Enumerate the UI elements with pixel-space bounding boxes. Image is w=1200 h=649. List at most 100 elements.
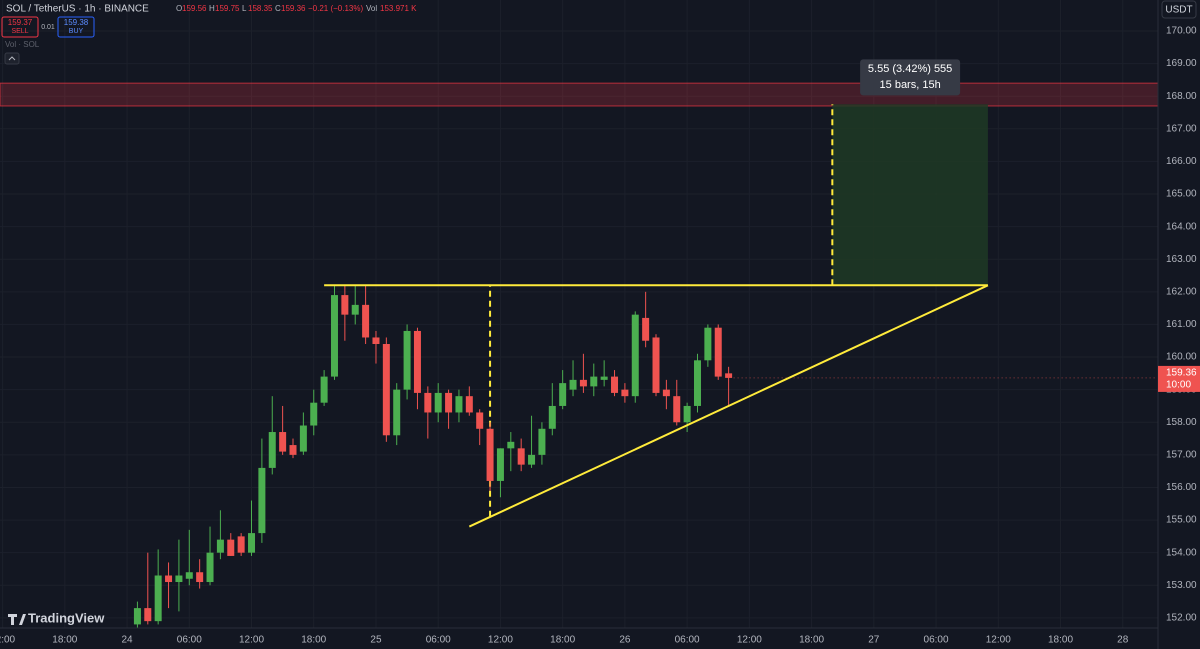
candle-body bbox=[714, 327, 722, 377]
candle-body bbox=[621, 389, 629, 397]
buy-label: BUY bbox=[69, 28, 84, 35]
candle-body bbox=[206, 552, 214, 583]
candle-body bbox=[175, 575, 183, 583]
x-tick-label: 06:00 bbox=[675, 635, 700, 646]
x-tick-label: 18:00 bbox=[799, 635, 824, 646]
ohlc-item: L bbox=[242, 4, 247, 13]
candle-body bbox=[496, 448, 504, 481]
brand: TradingView bbox=[8, 610, 105, 625]
brand-logo bbox=[8, 614, 26, 625]
ohlc-item: 159.36 bbox=[281, 4, 306, 13]
x-tick-label: 12:00 bbox=[737, 635, 762, 646]
candle-body bbox=[528, 454, 536, 465]
ohlc-item: C bbox=[275, 4, 281, 13]
y-tick-label: 160.00 bbox=[1166, 352, 1197, 363]
x-tick-label: 12:00 bbox=[488, 635, 513, 646]
buy-button[interactable] bbox=[57, 16, 95, 38]
candle-body bbox=[476, 412, 484, 429]
x-tick-label: 18:00 bbox=[1048, 635, 1073, 646]
trend-line bbox=[468, 284, 989, 528]
y-tick-label: 164.00 bbox=[1166, 221, 1197, 232]
ohlc-item: 153.971 K bbox=[380, 4, 417, 13]
sell-price: 159.37 bbox=[8, 18, 33, 27]
candle-body bbox=[569, 379, 577, 390]
candle-body bbox=[424, 392, 432, 413]
candle-body bbox=[507, 441, 515, 449]
candle-body bbox=[465, 396, 473, 413]
collapse-icon bbox=[8, 56, 16, 61]
x-tick-label: 18:00 bbox=[52, 635, 77, 646]
ohlc-readout: O 159.56 H 159.75 L 158.35 C 159.36 −0.21 (−0.13… bbox=[176, 4, 417, 13]
candle-body bbox=[154, 575, 162, 622]
y-tick-label: 156.00 bbox=[1166, 482, 1197, 493]
x-tick-label: 18:00 bbox=[301, 635, 326, 646]
candle-body bbox=[548, 405, 556, 429]
brand-name: TradingView bbox=[28, 610, 105, 625]
y-tick-label: 155.00 bbox=[1166, 515, 1197, 526]
ohlc-item: 159.75 bbox=[215, 4, 240, 13]
candle-body bbox=[362, 304, 370, 338]
sell-button[interactable] bbox=[1, 16, 39, 38]
x-tick-label: 12:00 bbox=[239, 635, 264, 646]
x-tick-label: 06:00 bbox=[924, 635, 949, 646]
y-tick-label: 152.00 bbox=[1166, 613, 1197, 624]
ohlc-item: O bbox=[176, 4, 182, 13]
candle-body bbox=[289, 445, 297, 455]
candle-body bbox=[590, 376, 598, 387]
candle-body bbox=[227, 539, 235, 556]
candle-body bbox=[185, 572, 193, 579]
candle-body bbox=[517, 448, 525, 465]
candle-body bbox=[393, 389, 401, 436]
collapse-button[interactable] bbox=[4, 52, 20, 65]
ohlc-item: Vol bbox=[366, 4, 377, 13]
candle-body bbox=[372, 337, 380, 344]
candle-body bbox=[268, 432, 276, 468]
currency-button[interactable] bbox=[1161, 0, 1197, 19]
candle-body bbox=[445, 392, 453, 413]
measure-label: 15 bars, 15h bbox=[880, 79, 941, 91]
last-price-label: 159.36 bbox=[1166, 368, 1197, 379]
measure-label-box bbox=[860, 59, 961, 96]
candle-body bbox=[320, 376, 328, 403]
candle-body bbox=[403, 330, 411, 390]
y-tick-label: 161.00 bbox=[1166, 319, 1197, 330]
y-tick-label: 165.00 bbox=[1166, 189, 1197, 200]
candle-body bbox=[455, 396, 463, 413]
currency: USDT bbox=[1165, 5, 1192, 16]
measure-label: 5.55 (3.42%) 555 bbox=[868, 63, 952, 75]
y-tick-label: 162.00 bbox=[1166, 286, 1197, 297]
x-tick-label: 25 bbox=[370, 635, 382, 646]
candle-body bbox=[237, 536, 245, 553]
x-tick-label: 28 bbox=[1117, 635, 1129, 646]
candle-body bbox=[704, 327, 712, 361]
candle-body bbox=[258, 467, 266, 534]
ohlc-item: H bbox=[209, 4, 215, 13]
y-tick-label: 169.00 bbox=[1166, 58, 1197, 69]
header: SOL / TetherUS · 1h · BINANCE O 159.56 H 15… bbox=[1, 4, 417, 65]
ohlc-item: 159.56 bbox=[182, 4, 207, 13]
candle-body bbox=[434, 392, 442, 413]
candle-body bbox=[486, 428, 494, 481]
candle-body bbox=[165, 575, 173, 583]
last-price-box bbox=[1158, 365, 1200, 392]
y-tick-label: 167.00 bbox=[1166, 123, 1197, 134]
candle-body bbox=[693, 360, 701, 406]
candle-body bbox=[351, 304, 359, 315]
x-tick-label: 18:00 bbox=[550, 635, 575, 646]
x-tick-label: 06:00 bbox=[426, 635, 451, 646]
x-tick-label: 12:00 bbox=[986, 635, 1011, 646]
countdown-label: 10:00 bbox=[1166, 380, 1191, 391]
candle-body bbox=[144, 608, 152, 622]
volume-label: Vol · SOL bbox=[5, 40, 40, 49]
candle-body bbox=[683, 405, 691, 423]
candle-body bbox=[299, 425, 307, 452]
y-tick-label: 157.00 bbox=[1166, 450, 1197, 461]
y-tick-label: 153.00 bbox=[1166, 580, 1197, 591]
x-tick-label: 26 bbox=[619, 635, 631, 646]
x-tick-label: 06:00 bbox=[177, 635, 202, 646]
candle-body bbox=[133, 608, 141, 625]
buy-price: 159.38 bbox=[64, 18, 89, 27]
sell-label: SELL bbox=[11, 28, 28, 35]
plot: 5.55 (3.42%) 555 15 bars, 15h bbox=[0, 59, 1159, 628]
